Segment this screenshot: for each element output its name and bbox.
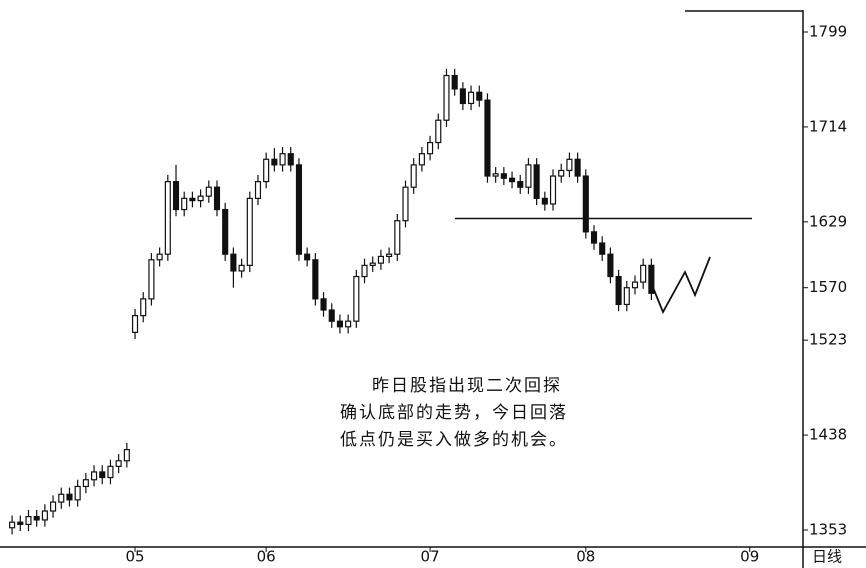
candle-body — [410, 164, 417, 188]
candle-body — [533, 164, 540, 199]
candle-body — [9, 521, 16, 529]
candle-body — [181, 197, 188, 211]
y-tick-label: 1799 — [809, 23, 847, 41]
candle-body — [50, 501, 57, 512]
x-tick-label: 08 — [576, 548, 595, 566]
candle-body — [443, 74, 450, 121]
candle-body — [312, 259, 319, 300]
candle-body — [295, 164, 303, 255]
candle-body — [353, 275, 360, 322]
candle-body — [336, 320, 343, 328]
candle-body — [558, 169, 565, 177]
candle-body — [402, 186, 409, 222]
candle-body — [541, 197, 548, 205]
candle-body — [615, 275, 622, 306]
candle-body — [33, 516, 40, 521]
candle-body — [205, 186, 212, 197]
candle-body — [361, 264, 368, 278]
candle-body — [394, 220, 401, 255]
candle-body — [263, 158, 270, 183]
candle-body — [328, 309, 335, 322]
candle-body — [107, 465, 114, 479]
candle-body — [648, 264, 655, 294]
candle-body — [492, 173, 499, 177]
x-tick-label: 05 — [125, 548, 144, 566]
candle-body — [156, 253, 163, 261]
candle-body — [58, 493, 65, 503]
candle-body — [525, 164, 532, 188]
candle-body — [164, 181, 171, 255]
annotation: 确认底部的走势，今日回落 — [340, 403, 568, 423]
candle-body — [172, 181, 180, 211]
candle-body — [582, 175, 589, 233]
candle-body — [115, 460, 122, 467]
y-tick-label: 1353 — [809, 521, 847, 539]
period-label: 日线 — [812, 548, 842, 566]
y-tick-label: 1570 — [809, 278, 847, 296]
candle-body — [451, 74, 458, 90]
candle-body — [304, 253, 311, 261]
projection-line — [651, 256, 711, 315]
candle-body — [140, 298, 147, 317]
candle-body — [238, 264, 245, 272]
candle-body — [549, 175, 557, 205]
candle-body — [599, 242, 606, 255]
candle-body — [41, 510, 48, 521]
candle-body — [345, 320, 352, 328]
candle-body — [148, 259, 155, 300]
candle-body — [320, 298, 327, 311]
candle-body — [99, 471, 106, 479]
candle-body — [468, 91, 475, 105]
candle-body — [271, 158, 278, 166]
candle-body — [246, 197, 253, 266]
candle-body — [123, 449, 130, 462]
candle-body — [74, 485, 81, 501]
candle-body — [435, 119, 442, 144]
annotation: 低点仍是买入做多的机会。 — [340, 430, 568, 450]
candle-body — [566, 158, 573, 172]
candle-body — [230, 253, 237, 272]
candle-body — [508, 177, 516, 183]
candle-body — [189, 197, 196, 202]
y-tick-label: 1714 — [809, 117, 847, 135]
candle-body — [254, 181, 262, 199]
candle-body — [418, 153, 425, 166]
candle-body — [623, 287, 630, 306]
y-tick-label: 1629 — [809, 212, 847, 230]
candle-body — [427, 141, 434, 155]
candle-body — [386, 253, 393, 258]
candle-body — [607, 253, 614, 278]
y-tick-label: 1523 — [809, 331, 847, 349]
candle-body — [459, 88, 466, 105]
x-tick-label: 06 — [257, 548, 276, 566]
candle-body — [279, 153, 286, 166]
candle-body — [66, 493, 73, 501]
candle-body — [590, 231, 598, 244]
candle-body — [287, 153, 294, 166]
candle-body — [90, 471, 98, 481]
x-tick-label: 07 — [421, 548, 440, 566]
candle-body — [574, 158, 581, 177]
candle-body — [131, 315, 139, 333]
candle-body — [222, 208, 229, 255]
candle-body — [484, 99, 491, 177]
candle-body — [17, 521, 24, 526]
candle-body — [369, 262, 376, 266]
x-tick-label: 09 — [740, 548, 759, 566]
candle-body — [377, 255, 384, 264]
candle-body — [500, 173, 507, 179]
candle-body — [25, 516, 32, 526]
candle-body — [197, 195, 204, 202]
annotation: 昨日股指出现二次回探 — [372, 376, 562, 396]
candle-body — [631, 281, 639, 289]
candle-body — [640, 264, 647, 283]
candle-body — [213, 186, 221, 211]
candle-body — [517, 181, 524, 188]
candle-body — [82, 479, 89, 488]
candle-body — [476, 91, 483, 101]
y-tick-label: 1438 — [809, 426, 847, 444]
